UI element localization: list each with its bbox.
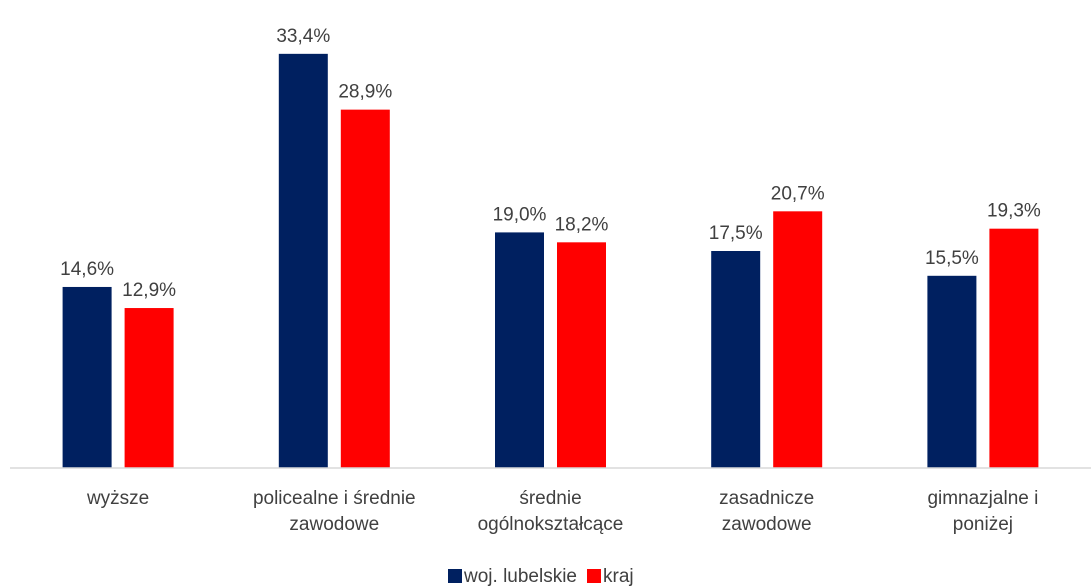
data-label: 17,5% <box>709 223 763 244</box>
x-tick-label: zasadnicze zawodowe <box>719 488 814 535</box>
data-label: 18,2% <box>555 214 609 235</box>
data-label: 28,9% <box>338 82 392 103</box>
bar <box>495 232 544 468</box>
bar <box>927 275 977 468</box>
legend-swatch <box>587 569 601 583</box>
x-tick-label: policealne i średnie zawodowe <box>253 488 416 535</box>
bar <box>62 286 112 468</box>
bar <box>773 211 823 468</box>
data-label: 33,4% <box>276 26 330 47</box>
bar <box>124 308 174 468</box>
data-label: 19,3% <box>987 201 1041 222</box>
bar <box>278 53 328 469</box>
bar <box>711 251 761 468</box>
legend-label: kraj <box>603 566 634 587</box>
bar <box>340 109 390 468</box>
x-tick-label: wyższe <box>86 488 149 509</box>
x-tick-label: gimnazjalne i poniżej <box>927 488 1038 535</box>
legend-label: woj. lubelskie <box>463 566 577 587</box>
data-label: 20,7% <box>771 183 825 204</box>
legend-swatch <box>448 569 462 583</box>
bar <box>989 228 1039 468</box>
data-label: 12,9% <box>122 280 176 301</box>
bar <box>557 242 606 468</box>
x-tick-label: średnie ogólnokształcące <box>478 488 624 535</box>
data-label: 19,0% <box>493 204 547 225</box>
data-label: 14,6% <box>60 259 114 280</box>
data-label: 15,5% <box>925 248 979 269</box>
